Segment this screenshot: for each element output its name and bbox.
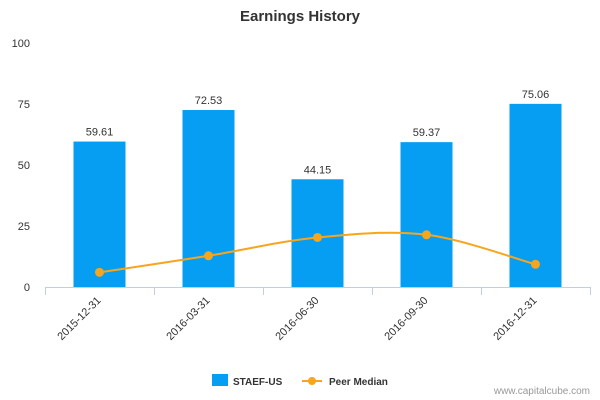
y-tick-label: 25 bbox=[18, 221, 30, 233]
peer-median-point[interactable] bbox=[531, 259, 540, 269]
legend-marker-peer-median bbox=[308, 377, 316, 385]
x-tick-label: 2016-03-31 bbox=[164, 295, 212, 343]
x-tick-label: 2016-09-30 bbox=[382, 295, 430, 343]
bar-data-label: 59.37 bbox=[413, 127, 441, 139]
peer-median-point[interactable] bbox=[422, 230, 431, 240]
y-tick-label: 0 bbox=[24, 282, 30, 294]
x-tick-label: 2016-12-31 bbox=[491, 295, 539, 343]
bar-data-label: 72.53 bbox=[195, 95, 223, 107]
y-tick-label: 100 bbox=[12, 38, 30, 50]
legend-label-peer-median: Peer Median bbox=[329, 377, 388, 388]
legend-item-peer-median[interactable]: Peer Median bbox=[302, 377, 388, 388]
legend-label-staef-us: STAEF-US bbox=[233, 377, 283, 388]
peer-median-point[interactable] bbox=[313, 232, 322, 242]
bar-data-label: 75.06 bbox=[522, 89, 550, 101]
x-axis: 2015-12-31 2016-03-31 2016-06-30 2016-09-30… bbox=[45, 287, 591, 343]
bar[interactable] bbox=[182, 110, 235, 288]
line-series-peer-median bbox=[95, 230, 540, 277]
y-axis: 0 25 50 75 100 bbox=[12, 38, 30, 294]
chart-title: Earnings History bbox=[240, 8, 361, 25]
peer-median-point[interactable] bbox=[204, 251, 213, 261]
legend[interactable]: STAEF-US Peer Median bbox=[212, 374, 388, 388]
bar[interactable] bbox=[73, 141, 126, 287]
legend-swatch-staef-us bbox=[212, 374, 228, 386]
peer-median-point[interactable] bbox=[95, 267, 104, 277]
y-tick-label: 75 bbox=[18, 99, 30, 111]
credit-text[interactable]: www.capitalcube.com bbox=[493, 386, 590, 397]
y-tick-label: 50 bbox=[18, 160, 30, 172]
bar-data-label: 44.15 bbox=[304, 164, 332, 176]
legend-item-staef-us[interactable]: STAEF-US bbox=[212, 374, 283, 388]
bar-series-staef-us bbox=[73, 103, 562, 288]
bar-data-labels: 59.61 72.53 44.15 59.37 75.06 bbox=[86, 89, 550, 176]
bar-data-label: 59.61 bbox=[86, 127, 114, 139]
bar[interactable] bbox=[400, 142, 453, 287]
x-tick-label: 2015-12-31 bbox=[55, 295, 103, 343]
bar[interactable] bbox=[509, 103, 562, 287]
x-tick-label: 2016-06-30 bbox=[273, 295, 321, 343]
